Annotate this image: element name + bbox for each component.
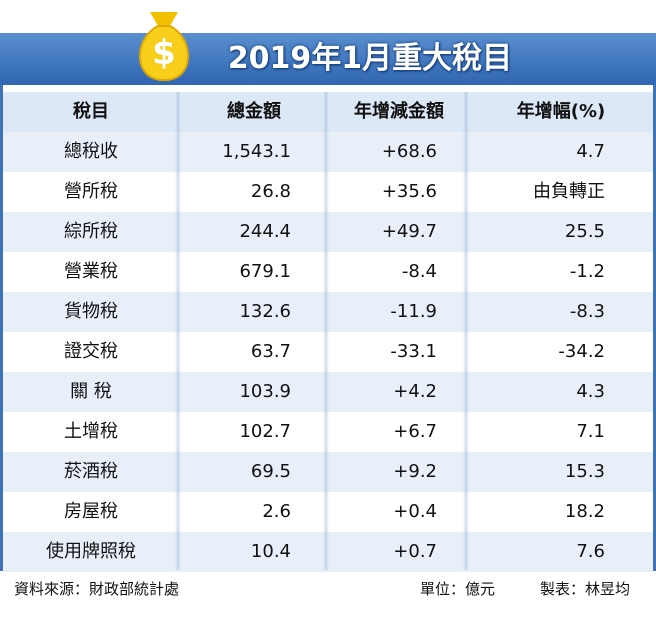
column-header: 稅目 bbox=[73, 101, 109, 122]
table-cell: 244.4 bbox=[239, 221, 291, 242]
table-cell: 26.8 bbox=[250, 181, 291, 202]
table-cell: 證交稅 bbox=[64, 341, 118, 362]
table-cell: 使用牌照稅 bbox=[46, 541, 136, 562]
table-cell: 由負轉正 bbox=[533, 181, 605, 202]
table-cell: -33.1 bbox=[390, 341, 437, 362]
table-cell: +68.6 bbox=[381, 141, 437, 162]
table-cell: 土增稅 bbox=[64, 421, 118, 442]
table-cell: 營所稅 bbox=[64, 181, 118, 202]
table-cell: 菸酒稅 bbox=[64, 461, 118, 482]
table-cell: 4.3 bbox=[576, 381, 605, 402]
table-frame bbox=[0, 85, 656, 571]
table-cell: 15.3 bbox=[564, 461, 605, 482]
table-cell: 貨物稅 bbox=[64, 301, 118, 322]
svg-text:$: $ bbox=[152, 33, 176, 73]
table-cell: 7.6 bbox=[576, 541, 605, 562]
table-cell: -8.3 bbox=[569, 301, 605, 322]
table-cell: 132.6 bbox=[239, 301, 291, 322]
title: 2019年1月重大稅目 bbox=[227, 41, 513, 76]
table-cell: -1.2 bbox=[569, 261, 605, 282]
table-cell: +35.6 bbox=[381, 181, 437, 202]
title-band bbox=[0, 33, 656, 85]
table-cell: +6.7 bbox=[393, 421, 437, 442]
column-divider bbox=[463, 92, 469, 570]
table-cell: 18.2 bbox=[564, 501, 605, 522]
table-cell: 10.4 bbox=[250, 541, 291, 562]
source: 資料來源：財政部統計處 bbox=[14, 580, 180, 598]
table-cell: -8.4 bbox=[401, 261, 437, 282]
money-bag-icon: $ bbox=[139, 12, 189, 82]
table-cell: 1,543.1 bbox=[222, 141, 291, 162]
table-cell: 綜所稅 bbox=[64, 221, 118, 242]
table-cell: 103.9 bbox=[239, 381, 291, 402]
table-cell: 房屋稅 bbox=[64, 501, 118, 522]
table-cell: +4.2 bbox=[393, 381, 437, 402]
column-header: 總金額 bbox=[227, 101, 281, 122]
unit: 單位：億元 bbox=[420, 580, 496, 598]
table-cell: 關 稅 bbox=[70, 381, 112, 402]
table-cell: +49.7 bbox=[381, 221, 437, 242]
column-header: 年增幅(%) bbox=[516, 101, 606, 122]
maker: 製表：林昱均 bbox=[540, 580, 631, 598]
table-cell: 25.5 bbox=[564, 221, 605, 242]
table-cell: 102.7 bbox=[239, 421, 291, 442]
table-cell: 4.7 bbox=[576, 141, 605, 162]
table-cell: +9.2 bbox=[393, 461, 437, 482]
table-cell: 63.7 bbox=[250, 341, 291, 362]
table-cell: -34.2 bbox=[558, 341, 605, 362]
table-cell: 總稅收 bbox=[64, 141, 118, 162]
table-cell: 7.1 bbox=[576, 421, 605, 442]
table-cell: +0.4 bbox=[393, 501, 437, 522]
table-cell: 69.5 bbox=[250, 461, 291, 482]
column-header: 年增減金額 bbox=[354, 101, 444, 122]
table-cell: 營業稅 bbox=[64, 261, 118, 282]
column-divider bbox=[175, 92, 181, 570]
column-divider bbox=[323, 92, 329, 570]
table-cell: 679.1 bbox=[239, 261, 291, 282]
table-cell: +0.7 bbox=[393, 541, 437, 562]
table-cell: 2.6 bbox=[262, 501, 291, 522]
table-cell: -11.9 bbox=[390, 301, 437, 322]
